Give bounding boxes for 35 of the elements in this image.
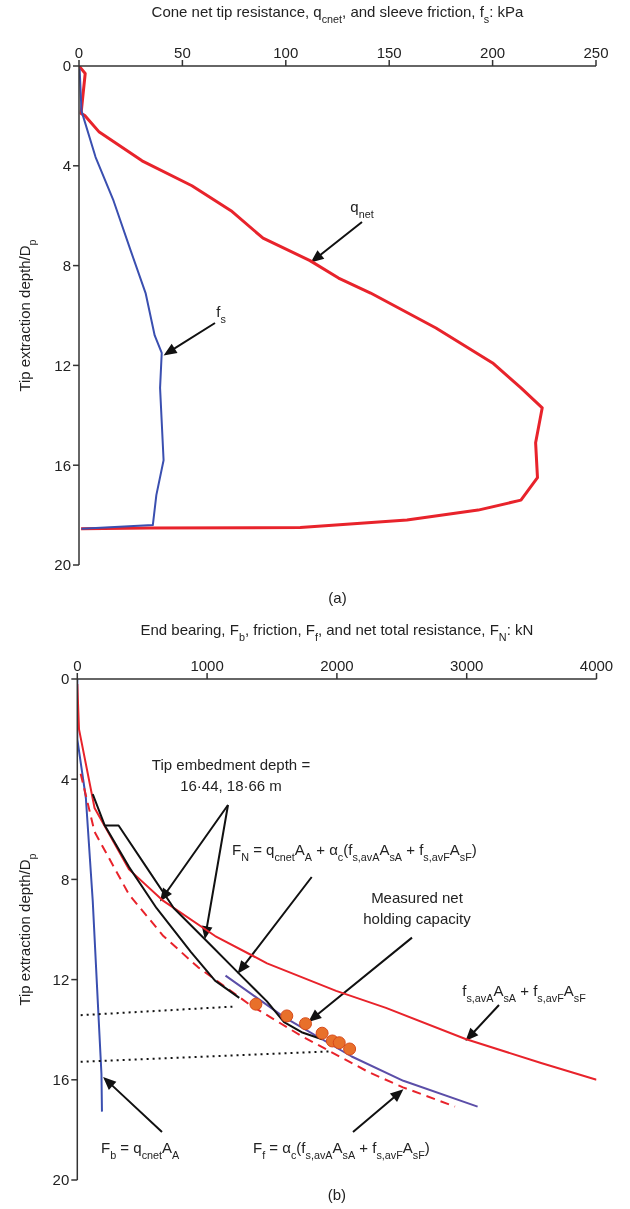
x-tick-label: 100 [273, 44, 299, 61]
x-tick-label: 50 [174, 44, 191, 61]
x-axis-title: Cone net tip resistance, q$_{cnet}$, and sleeve friction, f$_{s}$: kPa [151, 3, 525, 25]
y-tick-label: 0 [60, 670, 70, 688]
annotation: f$_{s}$ [216, 303, 227, 325]
y-tick-label: 8 [62, 256, 71, 274]
y-tick-label: 4 [60, 770, 70, 788]
y-tick-label: 0 [62, 57, 71, 75]
y-tick-label: 12 [54, 356, 71, 374]
y-tick-label: 4 [62, 157, 71, 175]
x-tick-label: 0 [74, 44, 84, 61]
x-tick-label: 250 [583, 44, 609, 61]
annotation: F$_{b}$ = q$_{cnet}$A$_{A}$ [101, 1139, 181, 1161]
annotation: f$_{s,avA}$A$_{sA}$ + f$_{s,avF}$A$_{sF}$ [462, 982, 587, 1004]
annotation: Tip embedment depth = 16·44, 18·66 m [151, 756, 311, 794]
text: (a) [328, 589, 347, 606]
y-tick-label: 20 [54, 556, 71, 574]
text: F$_{f}$ = α$_{c}$(f$_{s,avA}$A$_{sA}$ + f$_{s,avF}$A$_{sF}$) [253, 1139, 430, 1161]
text: F$_{N}$ = q$_{cnet}$A$_{A}$ + α$_{c}$(f$_{s,avA}$A$_{sA}$ + f$_{s,avF}$A$_{sF}$) [232, 841, 477, 863]
x-axis-title: End bearing, F$_{b}$, friction, F$_{f}$, and net total resistance, F$_{N}$: kN [140, 621, 534, 643]
y-tick-label: 16 [52, 1071, 70, 1089]
x-tick-label: 0 [73, 657, 82, 674]
y-tick-label: 20 [52, 1171, 70, 1189]
x-tick-label: 150 [376, 44, 402, 61]
y-tick-label: 16 [54, 456, 71, 474]
annotation: Measured net holding capacity [363, 889, 472, 927]
annotation: q$_{net}$ [350, 198, 374, 220]
text: (b) [327, 1186, 347, 1203]
y-tick-label: 12 [52, 970, 70, 988]
x-tick-label: 3000 [450, 657, 484, 674]
x-tick-label: 2000 [320, 657, 354, 674]
x-tick-label: 200 [480, 44, 506, 61]
y-tick-label: 8 [60, 870, 70, 888]
x-tick-label: 1000 [190, 657, 224, 674]
x-tick-label: 4000 [579, 657, 614, 674]
